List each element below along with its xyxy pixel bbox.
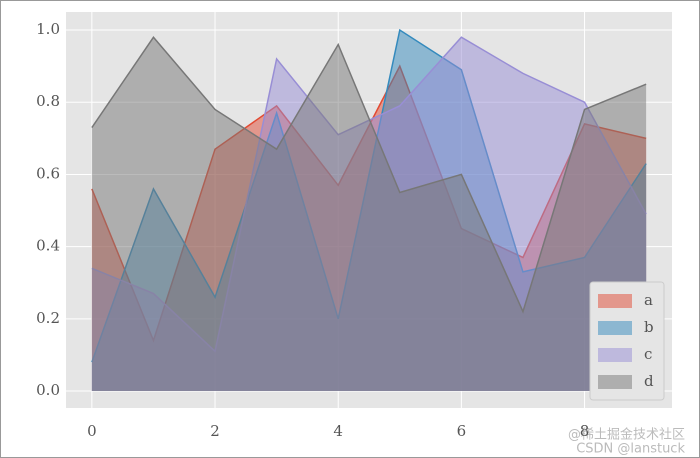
x-tick-label: 8 [580, 422, 590, 440]
x-tick-label: 0 [87, 422, 97, 440]
x-tick-label: 6 [457, 422, 467, 440]
area-fill [91, 37, 647, 392]
legend-box [589, 281, 665, 401]
legend-swatch [598, 375, 632, 389]
legend-swatch [598, 294, 632, 308]
y-tick-label: 0.0 [36, 381, 60, 399]
legend-swatch [598, 321, 632, 335]
legend-swatch [598, 348, 632, 362]
watermark: @稀土掘金技术社区 [568, 427, 685, 443]
x-tick-label: 4 [333, 422, 343, 440]
legend-label: a [644, 291, 653, 309]
legend-label: d [644, 372, 654, 390]
y-tick-label: 0.4 [36, 237, 60, 255]
areas [91, 28, 647, 392]
y-tick-label: 1.0 [36, 20, 60, 38]
y-tick-label: 0.8 [36, 92, 60, 110]
x-tick-label: 2 [210, 422, 220, 440]
y-tick-label: 0.2 [36, 309, 60, 327]
legend-label: c [644, 345, 652, 363]
watermark: CSDN @lanstuck [576, 442, 685, 457]
area-line [91, 36, 647, 314]
y-tick-label: 0.6 [36, 164, 60, 182]
legend-label: b [644, 318, 654, 336]
